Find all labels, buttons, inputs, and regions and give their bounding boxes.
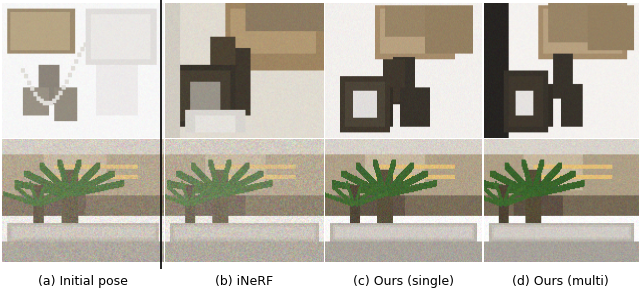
Text: (d) Ours (multi): (d) Ours (multi) bbox=[512, 275, 609, 288]
Text: (b) iNeRF: (b) iNeRF bbox=[215, 275, 273, 288]
Text: (a) Initial pose: (a) Initial pose bbox=[38, 275, 127, 288]
Text: (c) Ours (single): (c) Ours (single) bbox=[353, 275, 454, 288]
